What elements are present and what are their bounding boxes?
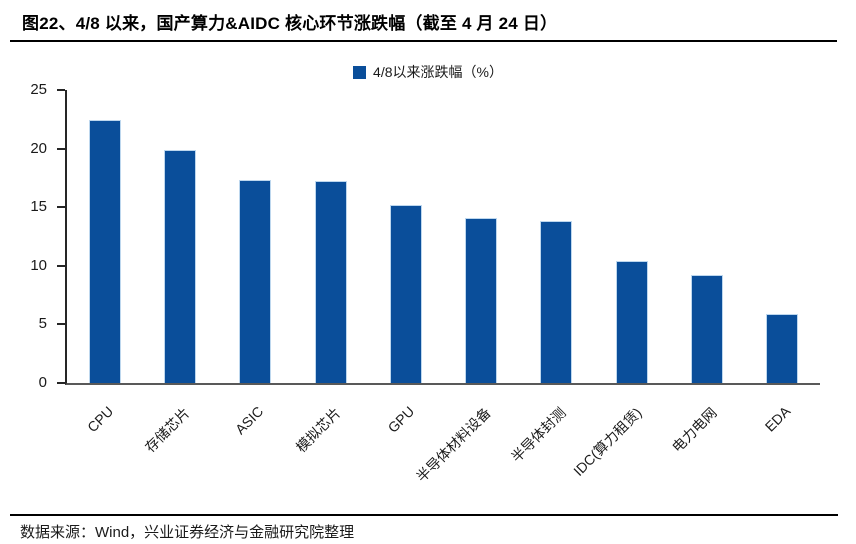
y-axis-tick [57, 206, 65, 209]
y-axis-tick [57, 147, 65, 150]
y-axis-tick-label: 20 [30, 139, 47, 157]
bar [314, 181, 347, 383]
bar [389, 204, 422, 383]
y-axis-tick [57, 382, 65, 384]
y-axis-tick-label: 5 [38, 315, 47, 333]
footer-divider [10, 514, 838, 516]
data-source-note: 数据来源：Wind，兴业证券经济与金融研究院整理 [20, 524, 355, 541]
bar [691, 275, 724, 383]
bar [88, 120, 121, 383]
bar [540, 221, 573, 383]
y-axis-tick [57, 89, 65, 91]
y-axis-tick-label: 0 [38, 374, 47, 391]
bar [465, 217, 498, 383]
title-divider [10, 40, 837, 42]
figure-title: 图22、4/8 以来，国产算力&AIDC 核心环节涨跌幅（截至 4 月 24 日… [22, 14, 558, 33]
y-axis-tick-label: 15 [30, 198, 47, 216]
plot-area: 0 5 10 15 20 25 [30, 81, 820, 391]
y-axis-tick [57, 323, 65, 326]
chart-legend: 4/8以来涨跌幅（%） [0, 62, 856, 82]
bar [239, 180, 272, 383]
y-axis-tick-label: 25 [30, 81, 47, 98]
bar [163, 149, 196, 383]
legend-label: 4/8以来涨跌幅（%） [373, 64, 503, 80]
bar [615, 261, 648, 383]
x-axis-labels: CPU 存储芯片 ASIC 模拟芯片 GPU 半导体材料设备 半导体封测 IDC(算力租赁) 电… [65, 393, 818, 518]
bar [766, 313, 799, 383]
y-axis-tick [57, 264, 65, 267]
legend-swatch-icon [353, 65, 367, 79]
y-axis-tick-label: 10 [30, 256, 47, 274]
